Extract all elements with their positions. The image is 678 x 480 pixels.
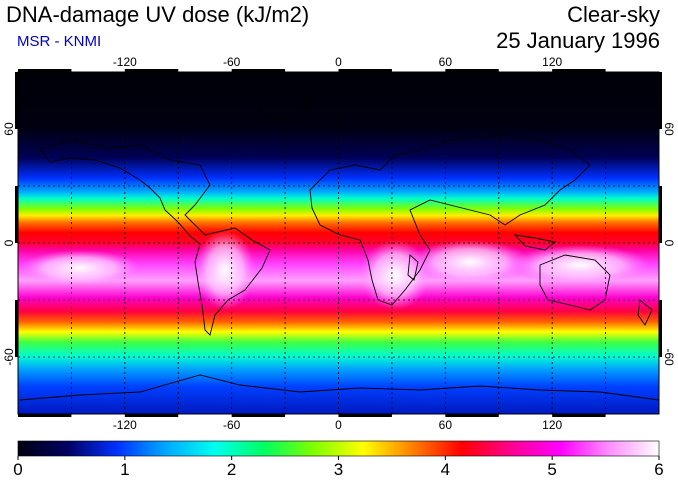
colorbar-tick-label: 0 (13, 460, 22, 479)
frame-segment (231, 414, 286, 417)
coastlines (19, 87, 659, 401)
lon-label-top: -120 (113, 55, 137, 69)
frame-segment (552, 69, 606, 72)
frame-segment (15, 72, 18, 129)
colorbar-tick-label: 4 (441, 460, 450, 479)
lon-label-top: 60 (439, 55, 453, 69)
frame-segment (659, 300, 662, 357)
lat-label-left: 60 (2, 122, 16, 136)
colorbar-tick-label: 5 (547, 460, 556, 479)
longitude-labels-bottom: -120 -60 0 60 120 (113, 418, 563, 432)
sky-condition-label: Clear-sky (567, 2, 660, 27)
lon-label-bottom: -60 (223, 418, 241, 432)
frame-segment (445, 69, 499, 72)
lat-label-left: 0 (2, 239, 16, 246)
lat-label-right: 60 (662, 122, 676, 136)
colorbar-tick-label: 6 (654, 460, 663, 479)
lat-label-right: 0 (662, 240, 676, 247)
latitude-labels-right: 60 0 -60 (662, 122, 676, 366)
frame-segment (338, 69, 392, 72)
lon-label-bottom: 60 (439, 418, 453, 432)
frame-segment (18, 414, 72, 417)
frame-segment (445, 414, 499, 417)
graticule (18, 72, 659, 414)
lon-label-top: 0 (335, 55, 342, 69)
frame-segment (124, 69, 179, 72)
colorbar-tick-label: 1 (120, 460, 129, 479)
frame-ticks (15, 69, 662, 417)
frame-segment (15, 300, 18, 357)
frame-segment (659, 72, 662, 129)
lat-label-right: -60 (662, 348, 676, 366)
colorbar-ticks: 0 1 2 3 4 5 6 (13, 456, 664, 479)
lon-label-bottom: 120 (542, 418, 562, 432)
colorbar-tick-label: 3 (334, 460, 343, 479)
frame-segment (18, 69, 72, 72)
lat-label-left: -60 (2, 348, 16, 366)
colorbar (17, 440, 660, 457)
date-label: 25 January 1996 (496, 28, 660, 53)
lon-label-top: -60 (223, 55, 241, 69)
frame-segment (124, 414, 179, 417)
frame-segment (338, 414, 392, 417)
frame-segment (552, 414, 606, 417)
colorbar-tick-label: 2 (227, 460, 236, 479)
lon-label-bottom: -120 (113, 418, 137, 432)
longitude-labels-top: -120 -60 0 60 120 (113, 55, 563, 69)
lon-label-top: 120 (542, 55, 562, 69)
frame-segment (659, 186, 662, 243)
map-title: DNA-damage UV dose (kJ/m2) (6, 2, 310, 27)
frame-segment (15, 186, 18, 243)
latitude-labels-left: 60 0 -60 (2, 122, 16, 366)
credit-label: MSR - KNMI (17, 33, 102, 50)
frame-segment (231, 69, 286, 72)
lon-label-bottom: 0 (335, 418, 342, 432)
